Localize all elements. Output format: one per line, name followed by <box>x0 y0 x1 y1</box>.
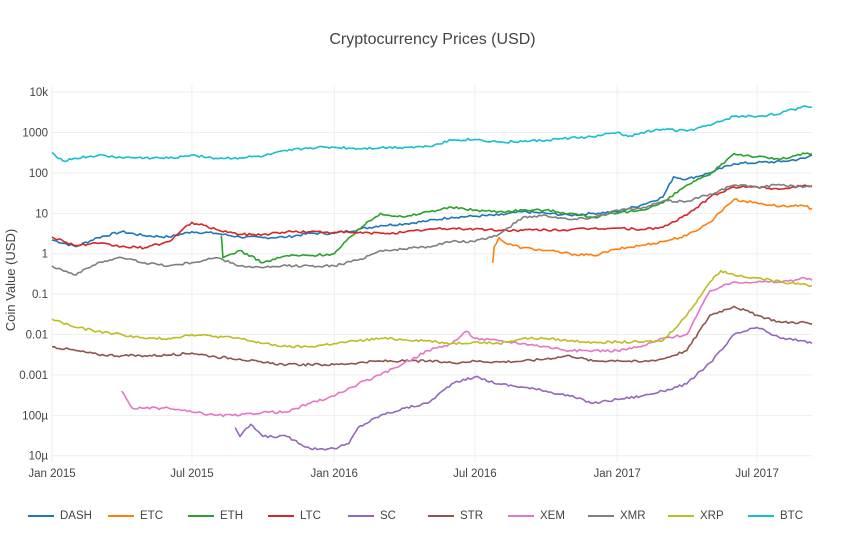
legend-swatch <box>108 515 134 517</box>
x-tick-label: Jan 2017 <box>594 468 641 480</box>
y-tick-label: 0.1 <box>32 289 48 301</box>
legend-label: SC <box>380 510 396 522</box>
y-tick-label: 1000 <box>22 128 48 140</box>
grid <box>51 85 812 462</box>
legend-item-btc[interactable]: BTC <box>748 510 828 522</box>
legend-label: STR <box>460 510 483 522</box>
y-axis: 10k 1000 100 10 1 0.1 0.01 0.001 100µ 10µ <box>19 87 48 463</box>
legend-label: DASH <box>60 510 92 522</box>
y-axis-label: Coin Value (USD) <box>3 229 18 331</box>
legend-label: XMR <box>620 510 646 522</box>
legend-item-xrp[interactable]: XRP <box>668 510 748 522</box>
legend-swatch <box>28 515 54 517</box>
legend-item-dash[interactable]: DASH <box>28 510 108 522</box>
legend-item-sc[interactable]: SC <box>348 510 428 522</box>
legend: DASH ETC ETH LTC SC STR XEM XMR XRP BTC <box>28 506 828 526</box>
series-line-xem <box>120 276 813 418</box>
legend-swatch <box>348 515 374 517</box>
legend-item-eth[interactable]: ETH <box>188 510 268 522</box>
y-tick-label: 10µ <box>29 451 49 463</box>
legend-swatch <box>668 515 694 517</box>
legend-swatch <box>588 515 614 517</box>
legend-item-ltc[interactable]: LTC <box>268 510 348 522</box>
series-line-str <box>51 305 813 367</box>
legend-swatch <box>748 515 774 517</box>
y-tick-label: 10 <box>35 208 48 220</box>
legend-label: LTC <box>300 510 321 522</box>
x-tick-label: Jul 2017 <box>735 468 778 480</box>
legend-item-etc[interactable]: ETC <box>108 510 188 522</box>
series-line-xrp <box>51 269 813 349</box>
chart-title: Cryptocurrency Prices (USD) <box>329 31 536 48</box>
series-lines <box>51 105 813 451</box>
legend-swatch <box>268 515 294 517</box>
y-tick-label: 100µ <box>22 410 48 422</box>
legend-swatch <box>428 515 454 517</box>
legend-label: ETC <box>140 510 163 522</box>
legend-swatch <box>508 515 534 517</box>
y-tick-label: 0.01 <box>26 330 48 342</box>
x-tick-label: Jul 2016 <box>453 468 496 480</box>
series-line-btc <box>51 105 813 163</box>
legend-label: ETH <box>220 510 243 522</box>
y-tick-label: 100 <box>29 168 48 180</box>
legend-item-xem[interactable]: XEM <box>508 510 588 522</box>
legend-label: BTC <box>780 510 803 522</box>
series-line-xmr <box>51 183 813 276</box>
series-line-ltc <box>51 184 813 250</box>
legend-item-str[interactable]: STR <box>428 510 508 522</box>
y-tick-label: 10k <box>29 87 48 99</box>
x-tick-label: Jan 2016 <box>311 468 358 480</box>
y-tick-label: 1 <box>42 249 48 261</box>
legend-swatch <box>188 515 214 517</box>
legend-label: XRP <box>700 510 724 522</box>
series-line-etc <box>491 197 813 263</box>
series-line-eth <box>220 152 813 264</box>
legend-label: XEM <box>540 510 565 522</box>
x-axis: Jan 2015 Jul 2015 Jan 2016 Jul 2016 Jan 2017… <box>28 468 779 480</box>
series-line-sc <box>234 326 813 451</box>
series-line-dash <box>51 154 813 248</box>
x-tick-label: Jul 2015 <box>170 468 213 480</box>
y-tick-label: 0.001 <box>19 370 48 382</box>
legend-item-xmr[interactable]: XMR <box>588 510 668 522</box>
x-tick-label: Jan 2015 <box>28 468 75 480</box>
